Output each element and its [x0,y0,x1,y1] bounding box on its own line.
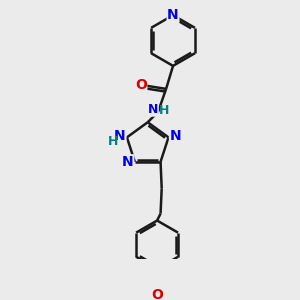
Text: N: N [148,103,158,116]
Text: O: O [135,78,147,92]
Text: N: N [169,129,181,143]
Text: N: N [167,8,179,22]
Text: H: H [108,136,118,148]
Text: H: H [159,104,170,117]
Text: N: N [122,155,134,169]
Text: O: O [151,288,163,300]
Text: N: N [114,129,126,143]
